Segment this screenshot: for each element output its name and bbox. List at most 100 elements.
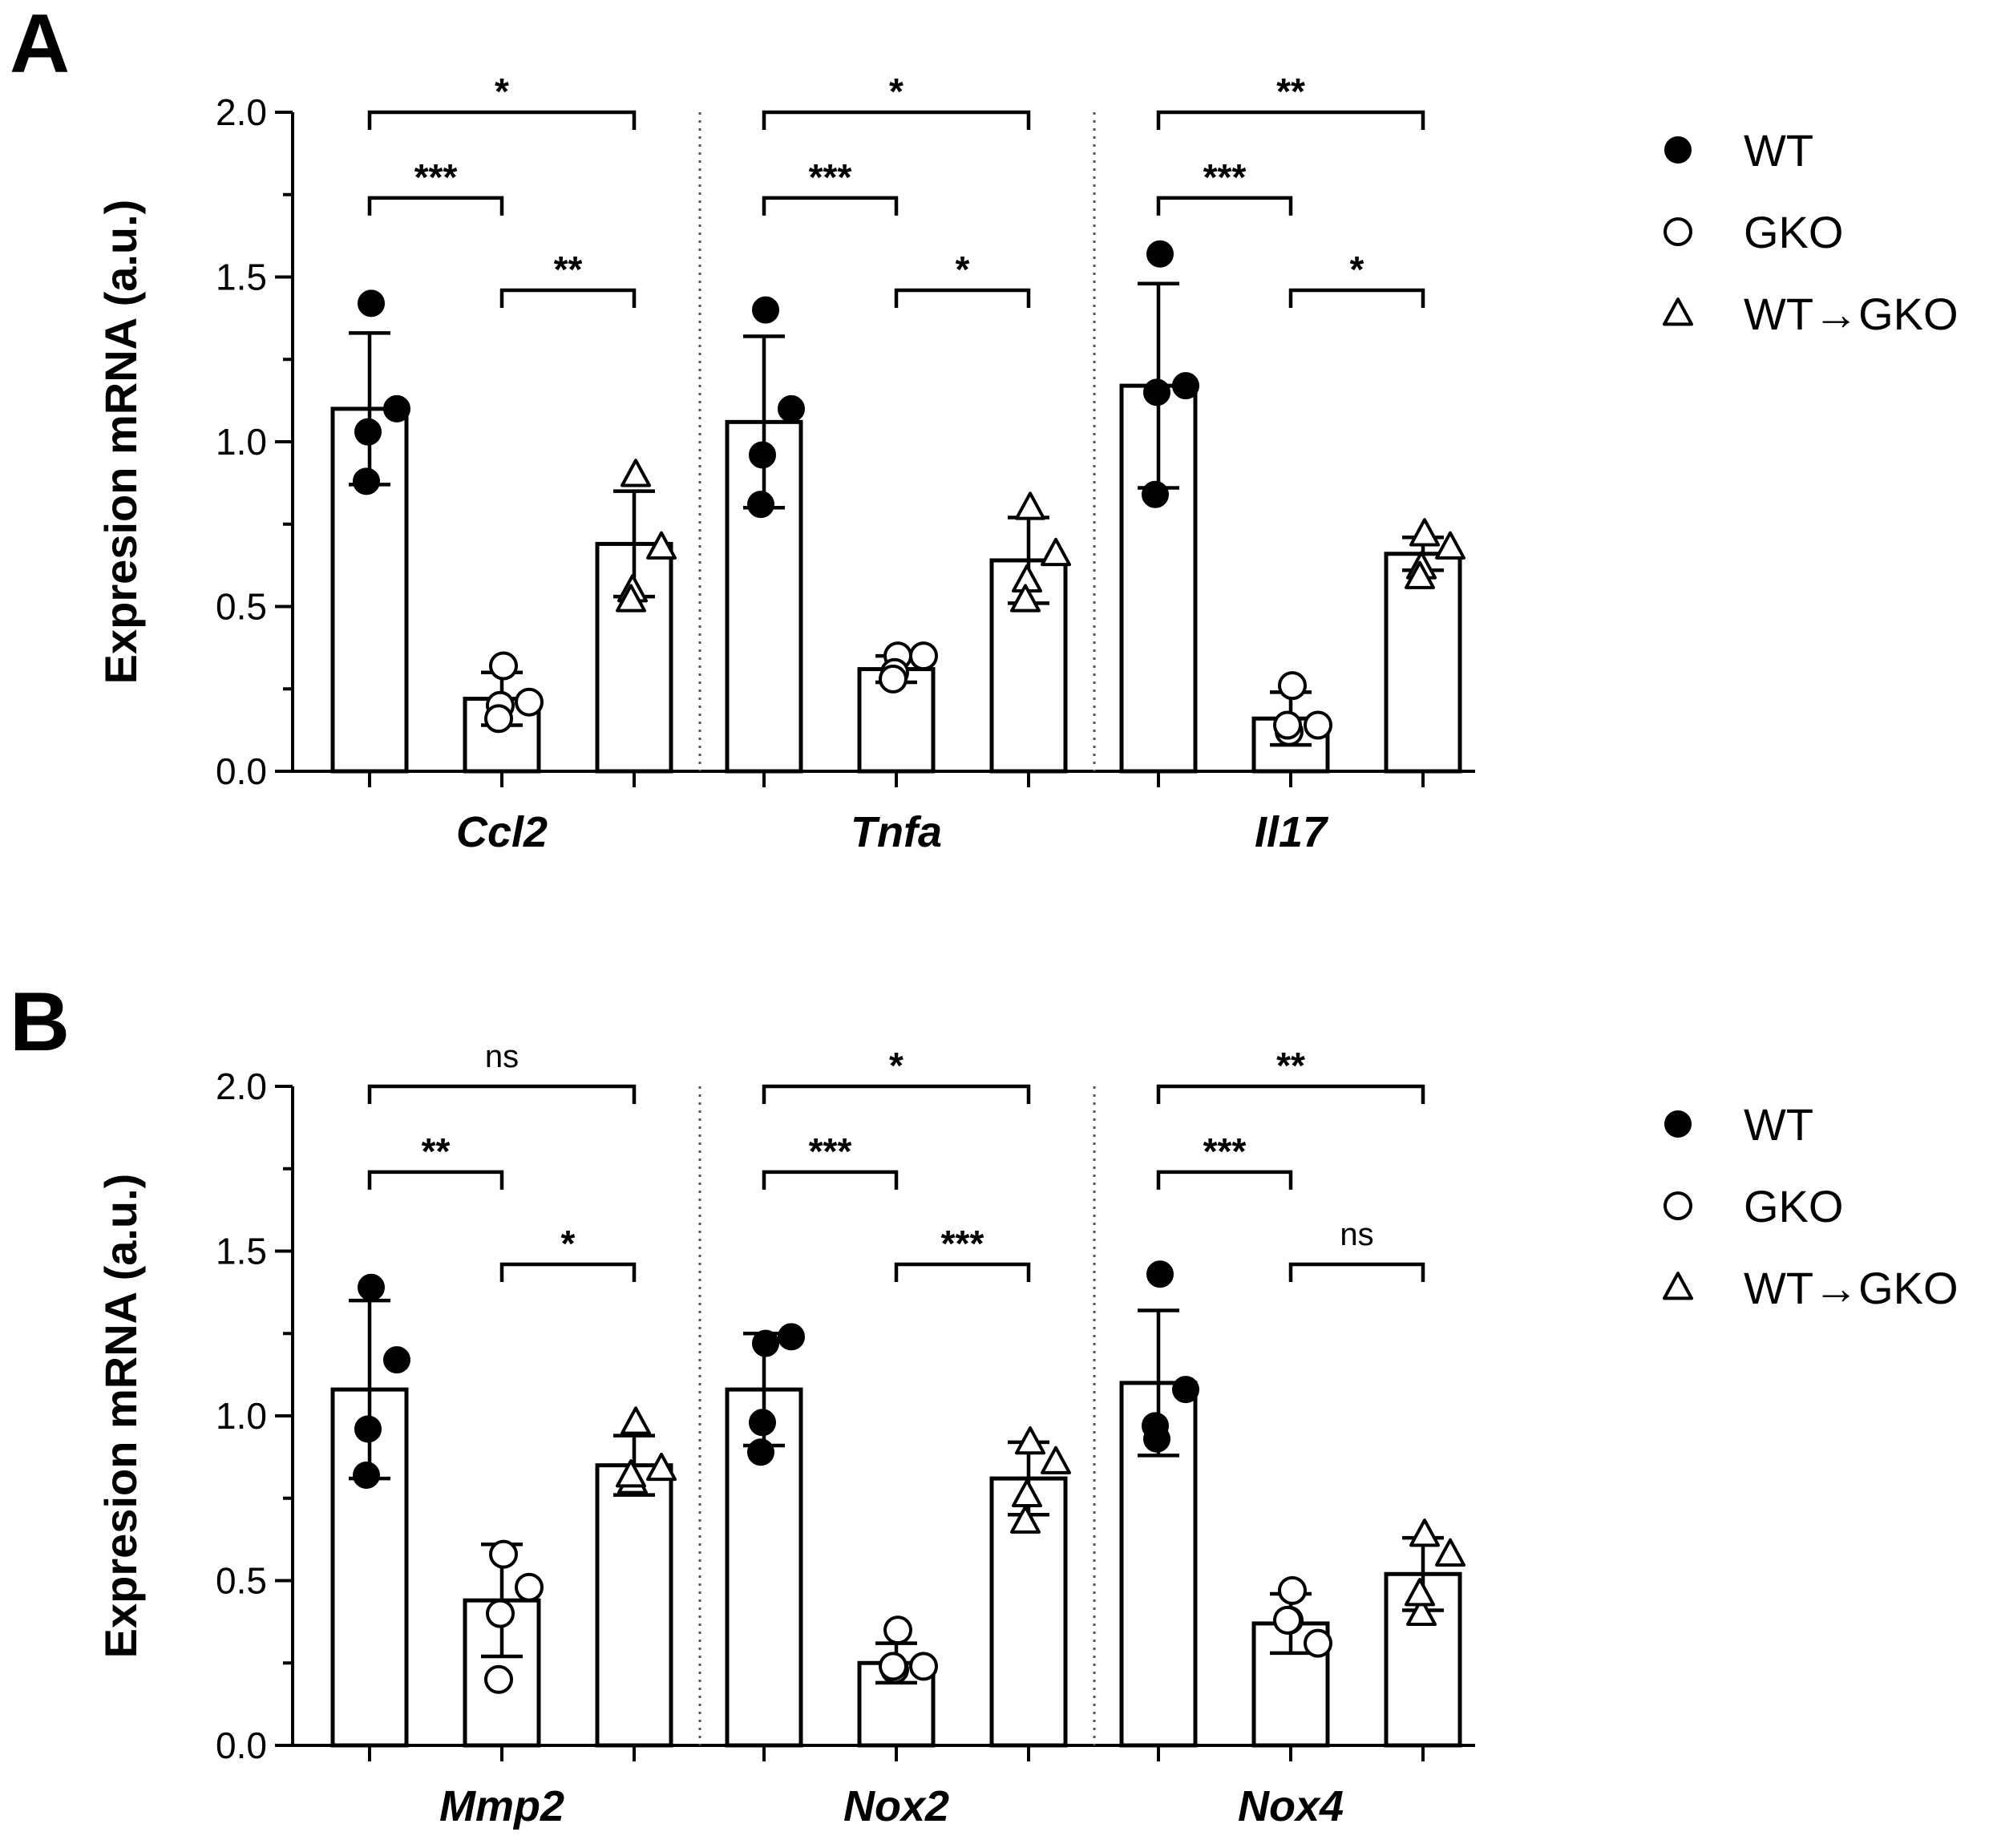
significance-label: *** <box>414 156 458 198</box>
y-axis-label: Expresion mRNA (a.u.) <box>95 1174 146 1659</box>
data-point <box>1409 1518 1440 1547</box>
data-point <box>1146 240 1174 268</box>
significance-label: *** <box>809 1130 852 1172</box>
significance-bracket <box>499 1262 637 1282</box>
data-point <box>752 296 779 324</box>
significance-bracket <box>1288 288 1425 308</box>
data-point <box>1405 1578 1435 1607</box>
significance-label: *** <box>809 156 852 198</box>
legend-label: GKO <box>1744 1181 1843 1231</box>
significance-bracket <box>894 288 1031 308</box>
significance-label: * <box>1350 249 1364 290</box>
significance-label: ** <box>1276 1045 1305 1086</box>
significance-bracket <box>367 1084 637 1104</box>
data-point <box>621 1406 651 1435</box>
category-label: Ccl2 <box>456 808 548 856</box>
significance-label: *** <box>1203 156 1247 198</box>
data-point <box>358 1273 385 1301</box>
data-point <box>1172 372 1199 400</box>
y-tick-label: 2.0 <box>216 91 267 133</box>
data-point <box>358 289 385 317</box>
significance-label: * <box>561 1223 576 1264</box>
legend-label: WT→GKO <box>1744 1263 1959 1313</box>
significance-bracket <box>1156 110 1425 130</box>
legend-label: GKO <box>1744 207 1843 257</box>
significance-label: * <box>495 71 509 112</box>
significance-label: ** <box>1276 71 1305 112</box>
data-point <box>515 1572 544 1602</box>
y-axis-label: Expresion mRNA (a.u.) <box>95 200 146 685</box>
legend-marker <box>1664 1191 1692 1220</box>
data-point <box>383 394 410 423</box>
data-point <box>1273 1605 1302 1635</box>
data-point <box>484 1664 513 1694</box>
y-tick-label: 2.0 <box>216 1066 267 1107</box>
category-label: Il17 <box>1255 808 1329 856</box>
data-point <box>909 1652 938 1681</box>
data-point <box>354 1415 382 1443</box>
legend-label: WT→GKO <box>1744 289 1959 339</box>
data-point <box>749 1409 776 1437</box>
bar <box>1384 552 1462 774</box>
y-tick-label: 1.5 <box>216 1231 267 1272</box>
significance-label: * <box>889 1045 904 1086</box>
panel-letter: A <box>10 0 70 91</box>
data-point <box>1041 537 1071 567</box>
data-point <box>1010 1505 1041 1534</box>
y-tick-label: 0.0 <box>216 1725 267 1766</box>
data-point <box>1041 1446 1071 1474</box>
data-point <box>1278 1575 1307 1605</box>
significance-bracket <box>1288 1262 1425 1282</box>
data-point <box>616 584 646 613</box>
significance-bracket <box>894 1262 1031 1282</box>
panel-a: A 0.0 0.5 1.0 1.5 2.0 Expresion mRNA (a.u.) Ccl… <box>10 0 1959 856</box>
significance-bracket <box>762 1170 899 1190</box>
data-point <box>749 441 776 469</box>
significance-bracket <box>1156 1084 1425 1104</box>
y-tick-label: 0.0 <box>216 750 267 792</box>
data-point <box>1015 491 1045 520</box>
data-point <box>747 1438 774 1466</box>
data-point <box>1273 710 1302 740</box>
data-point <box>1278 671 1307 701</box>
y-tick-label: 0.5 <box>216 586 267 628</box>
data-point <box>353 1461 380 1489</box>
category-label: Mmp2 <box>439 1782 564 1830</box>
legend-marker <box>1664 136 1692 164</box>
data-point <box>1435 531 1465 560</box>
significance-bracket <box>367 196 504 216</box>
y-tick-label: 1.0 <box>216 421 267 463</box>
legend-label: WT <box>1744 125 1813 176</box>
data-point <box>353 467 380 495</box>
significance-label: *** <box>1203 1130 1247 1172</box>
legend-marker <box>1663 1272 1693 1300</box>
y-tick-label: 1.5 <box>216 257 267 298</box>
data-point <box>1142 480 1169 508</box>
legend: WT GKO WT→GKO <box>1663 125 1959 339</box>
data-point <box>778 1323 805 1351</box>
data-point <box>879 664 908 694</box>
significance-bracket <box>499 288 637 308</box>
data-point <box>646 531 677 560</box>
data-point <box>883 1615 912 1645</box>
data-point <box>1142 1412 1169 1440</box>
significance-label: *** <box>941 1223 984 1264</box>
data-point <box>646 1452 677 1482</box>
data-point <box>747 491 774 519</box>
panel-letter: B <box>10 976 70 1069</box>
significance-label: * <box>956 249 970 290</box>
significance-label: ns <box>1340 1217 1373 1252</box>
significance-bracket <box>367 1170 504 1190</box>
significance-label: ** <box>554 249 583 290</box>
data-point <box>484 704 513 734</box>
data-point <box>1012 1478 1042 1508</box>
significance-label: ** <box>422 1130 451 1172</box>
y-tick-label: 1.0 <box>216 1395 267 1437</box>
data-point <box>778 394 805 423</box>
data-point <box>752 1329 779 1357</box>
legend-marker <box>1664 217 1692 246</box>
significance-bracket <box>1156 1170 1293 1190</box>
panel-b: B 0.0 0.5 1.0 1.5 2.0 Expresion mRNA (a.u.) Mmp… <box>10 976 1959 1830</box>
legend: WT GKO WT→GKO <box>1663 1099 1959 1313</box>
